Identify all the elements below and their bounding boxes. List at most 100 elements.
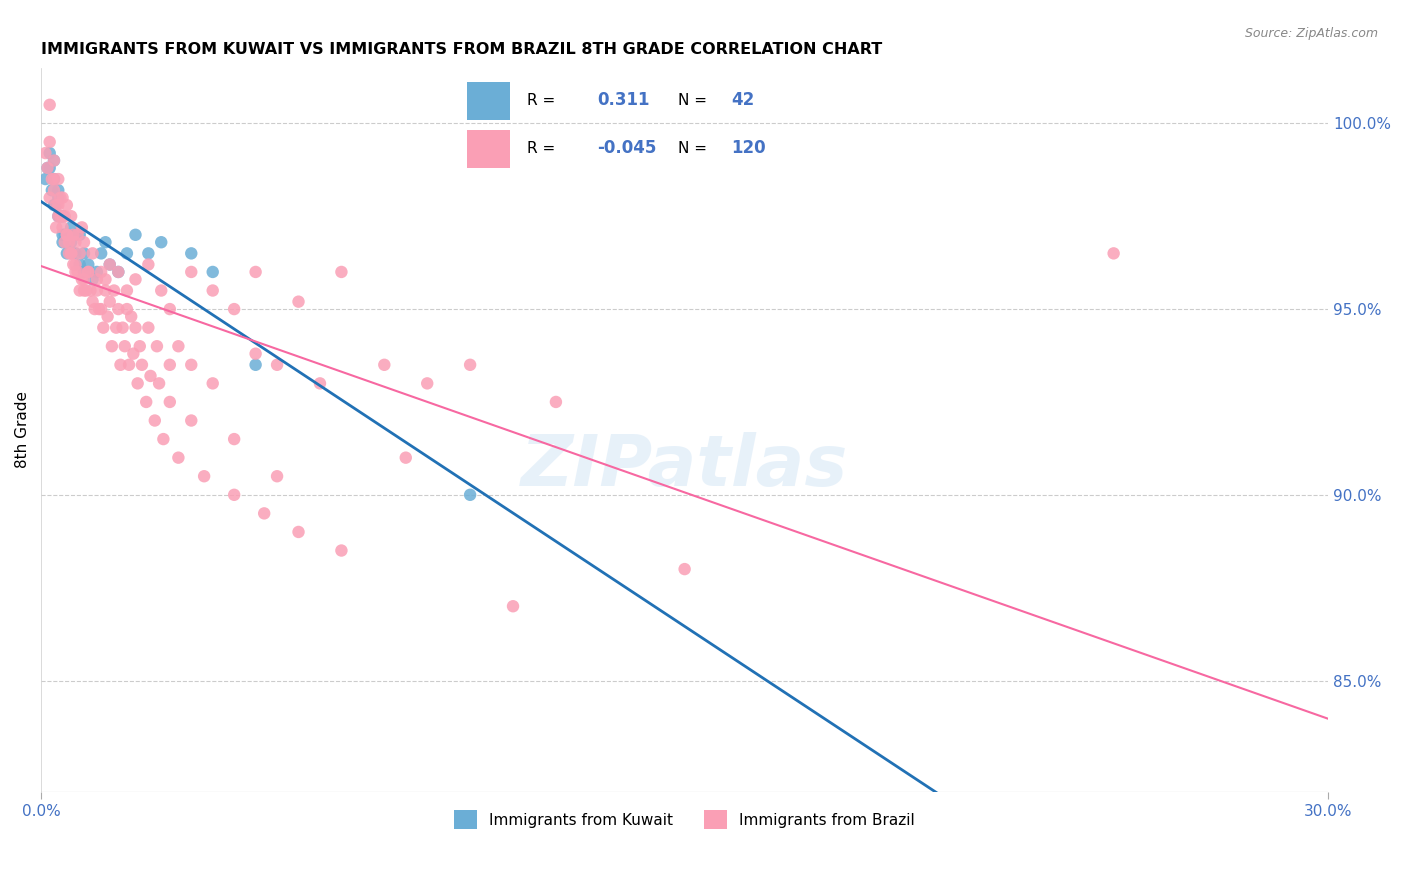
Immigrants from Kuwait xyxy=(46,191,69,205)
Immigrants from Brazil xyxy=(139,368,162,383)
Immigrants from Kuwait xyxy=(37,161,59,175)
Immigrants from Brazil xyxy=(458,358,481,372)
Immigrants from Kuwait xyxy=(51,235,73,250)
Immigrants from Brazil xyxy=(201,376,224,391)
Immigrants from Kuwait xyxy=(98,258,121,272)
Immigrants from Brazil xyxy=(201,284,224,298)
Immigrants from Brazil xyxy=(98,258,121,272)
Immigrants from Brazil xyxy=(73,272,96,286)
Y-axis label: 8th Grade: 8th Grade xyxy=(15,392,30,468)
Immigrants from Kuwait xyxy=(86,265,108,279)
Immigrants from Kuwait xyxy=(60,220,83,235)
Immigrants from Brazil xyxy=(60,246,83,260)
Immigrants from Brazil xyxy=(124,320,146,334)
Immigrants from Kuwait xyxy=(49,209,72,223)
Immigrants from Brazil xyxy=(41,172,63,186)
Immigrants from Brazil xyxy=(118,358,141,372)
Text: Source: ZipAtlas.com: Source: ZipAtlas.com xyxy=(1244,27,1378,40)
Immigrants from Brazil xyxy=(502,599,524,614)
Immigrants from Brazil xyxy=(107,302,129,317)
Immigrants from Brazil xyxy=(193,469,215,483)
Immigrants from Brazil xyxy=(69,246,91,260)
Immigrants from Brazil xyxy=(309,376,332,391)
Immigrants from Brazil xyxy=(46,172,69,186)
Immigrants from Brazil xyxy=(56,227,79,242)
Immigrants from Brazil xyxy=(395,450,418,465)
Text: 42: 42 xyxy=(731,91,755,109)
Immigrants from Brazil xyxy=(94,272,117,286)
Immigrants from Brazil xyxy=(224,488,246,502)
Immigrants from Kuwait xyxy=(458,488,481,502)
Immigrants from Kuwait xyxy=(42,172,65,186)
Immigrants from Brazil xyxy=(49,209,72,223)
Immigrants from Kuwait xyxy=(73,246,96,260)
Immigrants from Brazil xyxy=(62,258,84,272)
Immigrants from Kuwait xyxy=(53,227,76,242)
Immigrants from Kuwait xyxy=(51,209,73,223)
Immigrants from Brazil xyxy=(224,302,246,317)
Immigrants from Brazil xyxy=(245,265,267,279)
Immigrants from Kuwait xyxy=(51,227,73,242)
Immigrants from Brazil xyxy=(73,284,96,298)
Immigrants from Kuwait xyxy=(94,235,117,250)
Immigrants from Kuwait xyxy=(60,235,83,250)
Immigrants from Kuwait xyxy=(201,265,224,279)
Immigrants from Brazil xyxy=(46,209,69,223)
Immigrants from Brazil xyxy=(34,146,56,161)
Immigrants from Kuwait xyxy=(107,265,129,279)
Immigrants from Brazil xyxy=(75,284,97,298)
Immigrants from Brazil xyxy=(673,562,696,576)
Text: ZIPatlas: ZIPatlas xyxy=(522,432,848,500)
Immigrants from Brazil xyxy=(330,265,353,279)
Immigrants from Brazil xyxy=(91,320,114,334)
Immigrants from Brazil xyxy=(51,220,73,235)
Immigrants from Brazil xyxy=(138,258,160,272)
Text: N =: N = xyxy=(679,141,707,156)
Immigrants from Brazil xyxy=(245,346,267,360)
Text: N =: N = xyxy=(679,93,707,108)
Immigrants from Brazil xyxy=(86,272,108,286)
Immigrants from Brazil xyxy=(131,358,153,372)
Immigrants from Brazil xyxy=(330,543,353,558)
Immigrants from Brazil xyxy=(38,191,60,205)
Immigrants from Kuwait xyxy=(56,227,79,242)
Immigrants from Brazil xyxy=(266,469,288,483)
Immigrants from Brazil xyxy=(167,339,190,353)
Immigrants from Brazil xyxy=(60,246,83,260)
Immigrants from Brazil xyxy=(83,302,105,317)
Immigrants from Brazil xyxy=(107,265,129,279)
Immigrants from Brazil xyxy=(148,376,170,391)
Immigrants from Kuwait xyxy=(34,172,56,186)
Immigrants from Kuwait xyxy=(69,227,91,242)
Immigrants from Kuwait xyxy=(38,161,60,175)
Immigrants from Brazil xyxy=(152,432,174,446)
Immigrants from Brazil xyxy=(56,198,79,212)
Immigrants from Brazil xyxy=(180,358,202,372)
Immigrants from Brazil xyxy=(122,346,145,360)
Text: 0.311: 0.311 xyxy=(598,91,650,109)
Immigrants from Kuwait xyxy=(56,246,79,260)
Immigrants from Brazil xyxy=(97,310,120,324)
Text: R =: R = xyxy=(527,141,555,156)
Immigrants from Brazil xyxy=(150,284,173,298)
Immigrants from Brazil xyxy=(65,258,87,272)
Immigrants from Brazil xyxy=(66,227,89,242)
Immigrants from Kuwait xyxy=(138,246,160,260)
Immigrants from Brazil xyxy=(79,284,101,298)
Immigrants from Brazil xyxy=(115,302,138,317)
Immigrants from Brazil xyxy=(98,294,121,309)
Immigrants from Brazil xyxy=(66,265,89,279)
Immigrants from Brazil xyxy=(146,339,169,353)
Immigrants from Brazil xyxy=(416,376,439,391)
Immigrants from Brazil xyxy=(65,265,87,279)
Legend: Immigrants from Kuwait, Immigrants from Brazil: Immigrants from Kuwait, Immigrants from … xyxy=(449,805,921,835)
Immigrants from Brazil xyxy=(77,265,100,279)
Immigrants from Brazil xyxy=(103,284,125,298)
Immigrants from Brazil xyxy=(62,227,84,242)
Immigrants from Brazil xyxy=(77,265,100,279)
Immigrants from Brazil xyxy=(544,395,567,409)
Immigrants from Brazil xyxy=(111,320,134,334)
Immigrants from Brazil xyxy=(114,339,136,353)
Immigrants from Brazil xyxy=(60,209,83,223)
Immigrants from Brazil xyxy=(159,395,181,409)
